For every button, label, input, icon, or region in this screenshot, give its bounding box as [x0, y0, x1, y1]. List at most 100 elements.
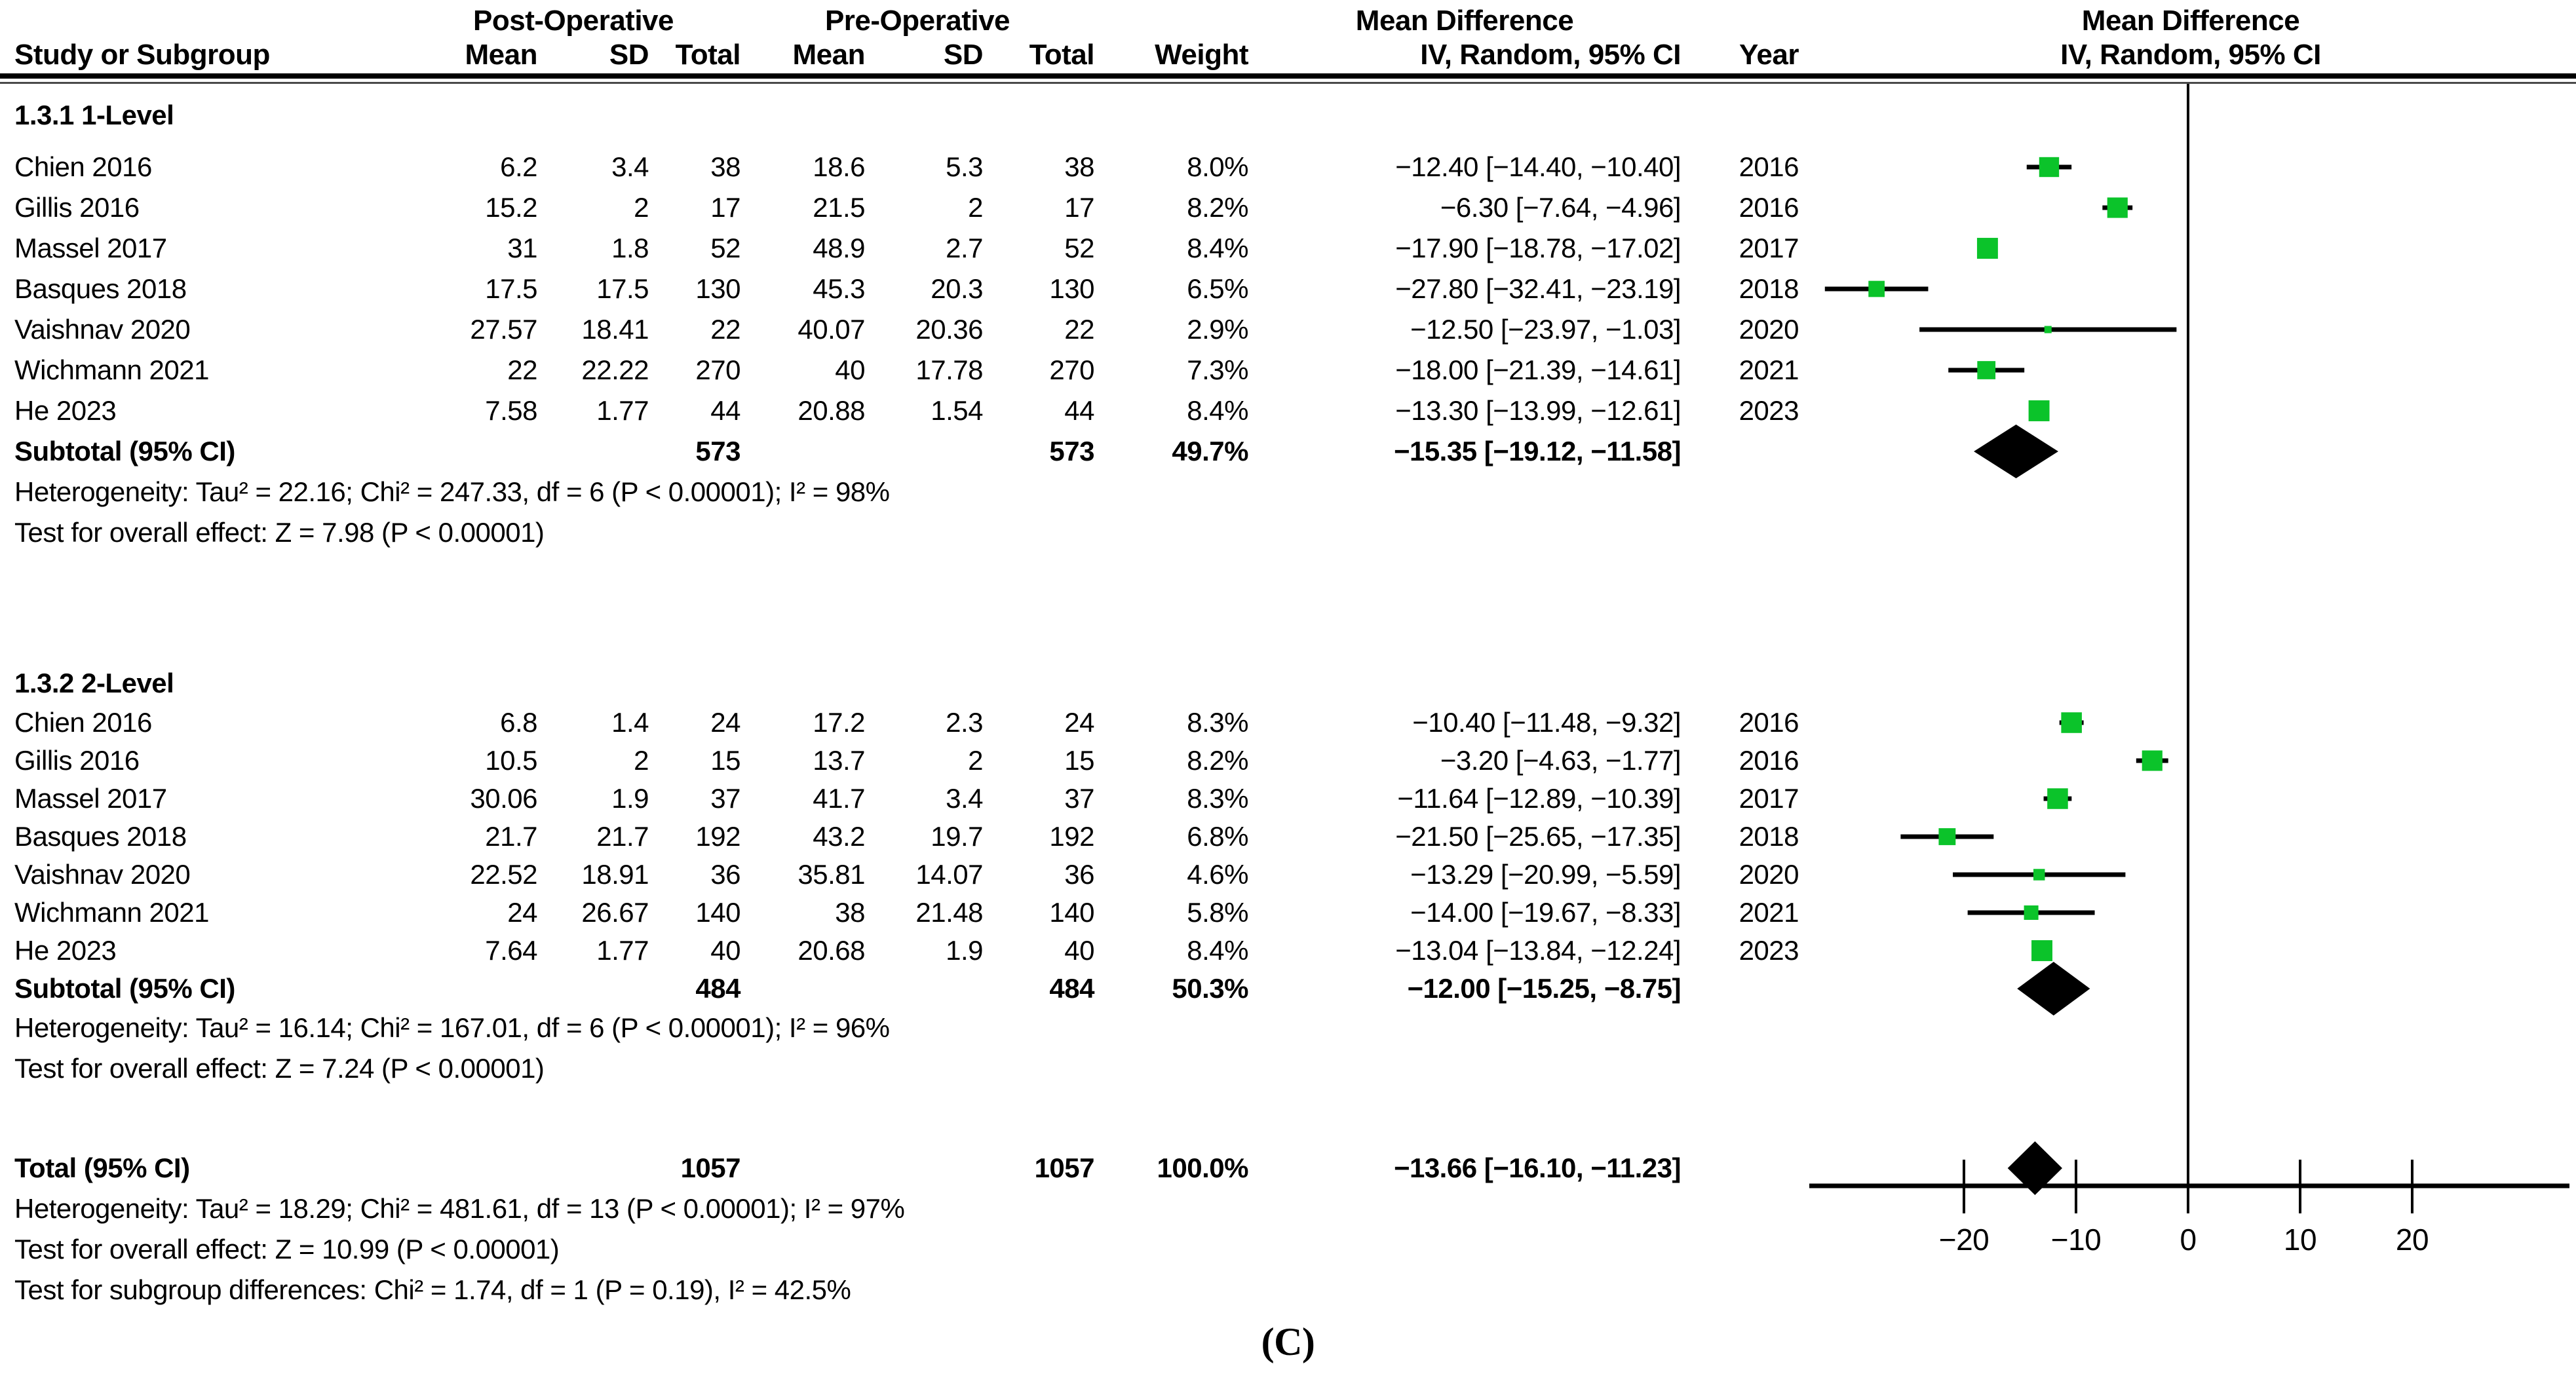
col-header-weight: Weight	[1155, 39, 1248, 71]
cell-post-sd: 26.67	[581, 897, 649, 928]
cell-weight: 7.3%	[1187, 354, 1248, 385]
header-rule	[0, 73, 2576, 84]
cell-pre-mean: 20.68	[798, 935, 865, 966]
cell-pre-total: 52	[1064, 233, 1094, 263]
cell-post-mean: 22	[507, 354, 537, 385]
cell-year: 2021	[1739, 897, 1799, 928]
cell-weight: 8.2%	[1187, 745, 1248, 776]
cell-study: Wichmann 2021	[14, 354, 210, 385]
cell-study: Subtotal (95% CI)	[14, 436, 235, 466]
cell-post-sd: 2	[634, 192, 649, 223]
cell-post-mean: 24	[507, 897, 537, 928]
cell-pre-total: 44	[1064, 395, 1094, 426]
cell-ci: −13.66 [−16.10, −11.23]	[1393, 1152, 1682, 1183]
cell-pre-total: 573	[1049, 436, 1094, 466]
effect-point	[2047, 788, 2068, 809]
effect-point	[1868, 280, 1885, 297]
pooled-diamond	[2007, 1141, 2062, 1195]
cell-pre-mean: 45.3	[813, 273, 865, 304]
cell-study: Vaishnav 2020	[14, 314, 191, 345]
col-header-pre-total: Total	[1029, 39, 1095, 71]
column-group-mean-difference-left: Mean Difference	[1355, 5, 1574, 37]
cell-post-total: 52	[710, 233, 740, 263]
cell-pre-sd: 19.7	[931, 821, 983, 852]
cell-ci: −3.20 [−4.63, −1.77]	[1440, 745, 1682, 776]
subgroup-header: 1.3.1 1-Level	[14, 100, 174, 130]
cell-weight: 6.8%	[1187, 821, 1248, 852]
cell-ci: −17.90 [−18.78, −17.02]	[1395, 233, 1681, 263]
cell-pre-total: 484	[1049, 973, 1094, 1004]
cell-weight: 8.2%	[1187, 192, 1248, 223]
study-row: Massel 2017 31 1.8 52 48.9 2.7 52 8.4% −17.90 [−…	[0, 228, 1835, 269]
cell-pre-sd: 2	[968, 745, 983, 776]
total-overall-effect-line: Test for overall effect: Z = 10.99 (P < …	[14, 1234, 560, 1264]
cell-post-mean: 10.5	[485, 745, 537, 776]
cell-post-total: 1057	[680, 1152, 741, 1183]
cell-weight: 6.5%	[1187, 273, 1248, 304]
study-row: Wichmann 2021 24 26.67 140 38 21.48 140 5.8% −14…	[0, 894, 1835, 932]
cell-post-mean: 17.5	[485, 273, 537, 304]
cell-post-mean: 7.58	[485, 395, 537, 426]
cell-pre-sd: 1.54	[931, 395, 983, 426]
heterogeneity-line: Heterogeneity: Tau² = 22.16; Chi² = 247.…	[14, 476, 890, 507]
cell-pre-mean: 13.7	[813, 745, 865, 776]
cell-pre-total: 15	[1064, 745, 1094, 776]
overall-effect-line: Test for overall effect: Z = 7.24 (P < 0…	[14, 1053, 545, 1084]
x-axis-tick-label: −10	[2051, 1223, 2102, 1257]
cell-study: He 2023	[14, 395, 117, 426]
cell-year: 2023	[1739, 395, 1799, 426]
heterogeneity-line: Heterogeneity: Tau² = 16.14; Chi² = 167.…	[14, 1012, 890, 1043]
cell-year: 2016	[1739, 707, 1799, 738]
cell-post-total: 484	[695, 973, 740, 1004]
total-heterogeneity-line: Heterogeneity: Tau² = 18.29; Chi² = 481.…	[14, 1193, 905, 1224]
column-group-mean-difference-right: Mean Difference	[2081, 5, 2300, 37]
cell-post-mean: 6.2	[500, 151, 537, 182]
cell-year: 2016	[1739, 192, 1799, 223]
cell-weight: 8.4%	[1187, 233, 1248, 263]
cell-weight: 50.3%	[1172, 973, 1248, 1004]
cell-ci: −12.40 [−14.40, −10.40]	[1395, 151, 1681, 182]
effect-point	[1977, 361, 1996, 379]
cell-ci: −6.30 [−7.64, −4.96]	[1440, 192, 1682, 223]
cell-post-mean: 31	[507, 233, 537, 263]
cell-weight: 8.3%	[1187, 707, 1248, 738]
cell-ci: −13.30 [−13.99, −12.61]	[1395, 395, 1681, 426]
cell-ci: −12.00 [−15.25, −8.75]	[1407, 973, 1681, 1004]
cell-post-total: 36	[710, 859, 740, 890]
cell-pre-mean: 21.5	[813, 192, 865, 223]
cell-pre-mean: 20.88	[798, 395, 865, 426]
subtotal-row: Subtotal (95% CI) 573 573 49.7% −15.35 [−19.…	[0, 431, 1835, 472]
cell-post-sd: 2	[634, 745, 649, 776]
cell-post-sd: 3.4	[611, 151, 649, 182]
cell-year: 2020	[1739, 859, 1799, 890]
forest-plot-canvas: −20 −10 0 10 20	[1809, 84, 2569, 1257]
cell-year: 2017	[1739, 233, 1799, 263]
study-row: Basques 2018 17.5 17.5 130 45.3 20.3 130 6.5% −2…	[0, 269, 1835, 309]
cell-year: 2023	[1739, 935, 1799, 966]
cell-post-total: 573	[695, 436, 740, 466]
cell-pre-sd: 2	[968, 192, 983, 223]
cell-post-total: 130	[695, 273, 740, 304]
cell-study: Massel 2017	[14, 233, 167, 263]
cell-study: Gillis 2016	[14, 745, 140, 776]
cell-post-total: 15	[710, 745, 740, 776]
cell-weight: 8.4%	[1187, 935, 1248, 966]
cell-post-sd: 1.9	[611, 783, 649, 814]
cell-pre-total: 22	[1064, 314, 1094, 345]
cell-pre-sd: 2.3	[946, 707, 983, 738]
cell-study: Chien 2016	[14, 151, 152, 182]
cell-pre-sd: 2.7	[946, 233, 983, 263]
study-row: Gillis 2016 10.5 2 15 13.7 2 15 8.2% −3.20 [−4.6…	[0, 742, 1835, 780]
cell-study: Total (95% CI)	[14, 1152, 190, 1183]
cell-pre-total: 40	[1064, 935, 1094, 966]
cell-weight: 2.9%	[1187, 314, 1248, 345]
subgroup-header: 1.3.2 2-Level	[14, 668, 174, 698]
effect-point	[2031, 940, 2052, 961]
effect-point	[2024, 905, 2039, 921]
cell-year: 2016	[1739, 151, 1799, 182]
cell-post-mean: 27.57	[470, 314, 537, 345]
effect-point	[2028, 400, 2050, 421]
cell-post-sd: 18.91	[581, 859, 649, 890]
cell-post-sd: 22.22	[581, 354, 649, 385]
